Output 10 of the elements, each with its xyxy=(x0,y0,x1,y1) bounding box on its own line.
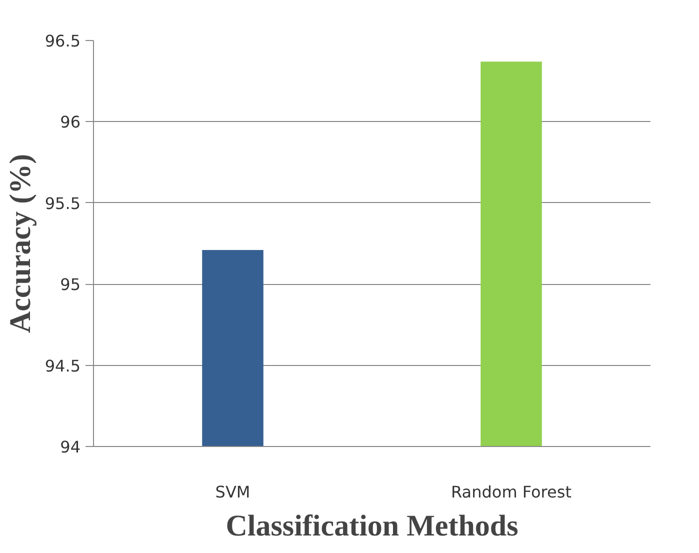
x-axis-title: Classification Methods xyxy=(226,510,518,542)
y-axis-title: Accuracy (%) xyxy=(4,154,37,334)
x-tick-label: Random Forest xyxy=(451,482,572,502)
y-tick-label: 95 xyxy=(60,275,80,294)
y-tick-label: 96.5 xyxy=(44,32,80,50)
x-tick-label: SVM xyxy=(215,482,250,502)
y-tick-label: 96 xyxy=(60,112,80,132)
y-tick-label: 95.5 xyxy=(44,194,80,213)
y-tick-label: 94 xyxy=(60,438,80,456)
y-tick-label: 94.5 xyxy=(44,356,80,376)
